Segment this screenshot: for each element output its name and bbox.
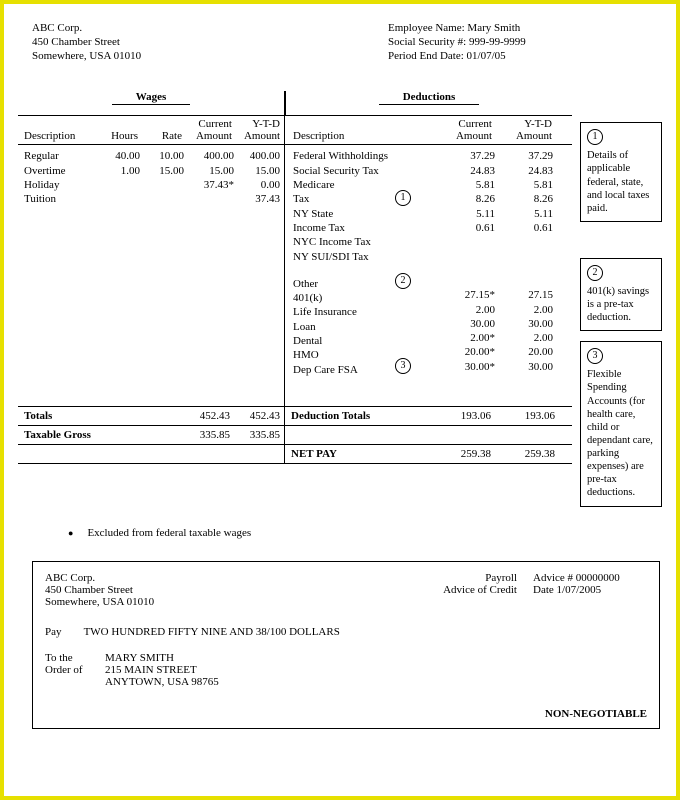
ded-totals-ytd: 193.06 [495, 407, 559, 425]
period-end: Period End Date: 01/07/05 [388, 50, 662, 64]
netpay-cur: 259.38 [435, 445, 495, 463]
taxable-ytd: 335.85 [234, 426, 284, 444]
notes-column: 1 Details of applicable federal, state, … [572, 91, 662, 516]
note-2: 2 401(k) savings is a pre-tax deduction. [580, 258, 662, 331]
check-right: Advice # 00000000 Date 1/07/2005 [517, 572, 647, 608]
column-headers: Description Hours Rate CurrentAmount Y-T… [18, 115, 572, 145]
table-body: Regular Overtime Holiday Tuition 40.00 1… [18, 145, 572, 407]
note-3-marker-icon: 3 [587, 348, 603, 364]
wages-ytd-col: 400.00 15.00 0.00 37.43 [234, 145, 284, 406]
netpay-label: NET PAY [285, 445, 435, 463]
note-1-text: Details of applicable federal, state, an… [587, 149, 655, 215]
note-3-text: Flexible Spending Accounts (for health c… [587, 368, 655, 499]
company-name: ABC Corp. [32, 22, 388, 36]
company-block: ABC Corp. 450 Chamber Street Somewhere, … [18, 22, 388, 63]
wages-totals-ytd: 452.43 [234, 407, 284, 425]
hdr-wages-rate: Rate [140, 116, 184, 144]
taxable-row: Taxable Gross 335.85 335.85 [18, 426, 572, 445]
bullet-icon: ● [68, 528, 87, 538]
hdr-wages-hours: Hours [98, 116, 140, 144]
check-mid: Payroll Advice of Credit [345, 572, 517, 608]
hdr-wages-ytd: Y-T-DAmount [234, 116, 284, 144]
ded-desc-col: Federal Withholdings Social Security Tax… [285, 145, 435, 406]
paystub-page: { "company": { "name": "ABC Corp.", "add… [0, 0, 680, 800]
note-2-text: 401(k) savings is a pre-tax deduction. [587, 285, 655, 324]
order-block: To the Order of MARY SMITH 215 MAIN STRE… [45, 652, 647, 688]
employee-block: Employee Name: Mary Smith Social Securit… [388, 22, 662, 63]
wages-totals-cur: 452.43 [184, 407, 234, 425]
exclusion-note: ●Excluded from federal taxable wages [68, 527, 662, 539]
order-label: To the Order of [45, 652, 105, 688]
hdr-wages-cur: CurrentAmount [184, 116, 234, 144]
totals-row: Totals 452.43 452.43 Deduction Totals 19… [18, 407, 572, 426]
taxable-cur: 335.85 [184, 426, 234, 444]
amount-words: TWO HUNDRED FIFTY NINE AND 38/100 DOLLAR… [84, 626, 340, 638]
header: ABC Corp. 450 Chamber Street Somewhere, … [18, 22, 662, 63]
check-company: ABC Corp. 450 Chamber Street Somewhere, … [45, 572, 345, 608]
taxable-label: Taxable Gross [18, 426, 140, 444]
note-2-marker-icon: 2 [587, 265, 603, 281]
employee-ssn: Social Security #: 999-99-9999 [388, 36, 662, 50]
netpay-row: NET PAY 259.38 259.38 [18, 445, 572, 464]
note-1: 1 Details of applicable federal, state, … [580, 122, 662, 222]
non-negotiable: NON-NEGOTIABLE [45, 708, 647, 720]
deductions-title: Deductions [286, 91, 572, 115]
ded-totals-cur: 193.06 [435, 407, 495, 425]
ded-cur-col: 37.29 24.83 5.81 8.26 5.11 0.61 27.15* 2… [435, 145, 495, 406]
wages-block: Regular Overtime Holiday Tuition 40.00 1… [18, 145, 284, 406]
wages-rate-col: 10.00 15.00 [140, 145, 184, 406]
wages-title: Wages [18, 91, 284, 115]
hdr-ded-cur: CurrentAmount [434, 116, 494, 144]
wages-hours-col: 40.00 1.00 [98, 145, 140, 406]
deductions-block: Federal Withholdings Social Security Tax… [284, 145, 572, 406]
wages-cur-col: 400.00 15.00 37.43* [184, 145, 234, 406]
note-3: 3 Flexible Spending Accounts (for health… [580, 341, 662, 506]
payee: MARY SMITH 215 MAIN STREET ANYTOWN, USA … [105, 652, 219, 688]
wages-desc-col: Regular Overtime Holiday Tuition [18, 145, 98, 406]
ded-totals-label: Deduction Totals [285, 407, 435, 425]
company-addr1: 450 Chamber Street [32, 36, 388, 50]
paystub-table: Wages Deductions Description Hours Rate … [18, 91, 572, 516]
pay-line: Pay TWO HUNDRED FIFTY NINE AND 38/100 DO… [45, 626, 647, 638]
company-addr2: Somewhere, USA 01010 [32, 50, 388, 64]
ded-ytd-col: 37.29 24.83 5.81 8.26 5.11 0.61 27.15 2.… [495, 145, 559, 406]
hdr-wages-desc: Description [18, 116, 98, 144]
hdr-ded-desc: Description [284, 116, 434, 144]
hdr-ded-ytd: Y-T-DAmount [494, 116, 558, 144]
netpay-ytd: 259.38 [495, 445, 559, 463]
employee-name: Employee Name: Mary Smith [388, 22, 662, 36]
section-title-bar: Wages Deductions [18, 91, 572, 115]
note-1-marker-icon: 1 [587, 129, 603, 145]
payroll-advice: ABC Corp. 450 Chamber Street Somewhere, … [32, 561, 660, 729]
wages-totals-label: Totals [18, 407, 98, 425]
